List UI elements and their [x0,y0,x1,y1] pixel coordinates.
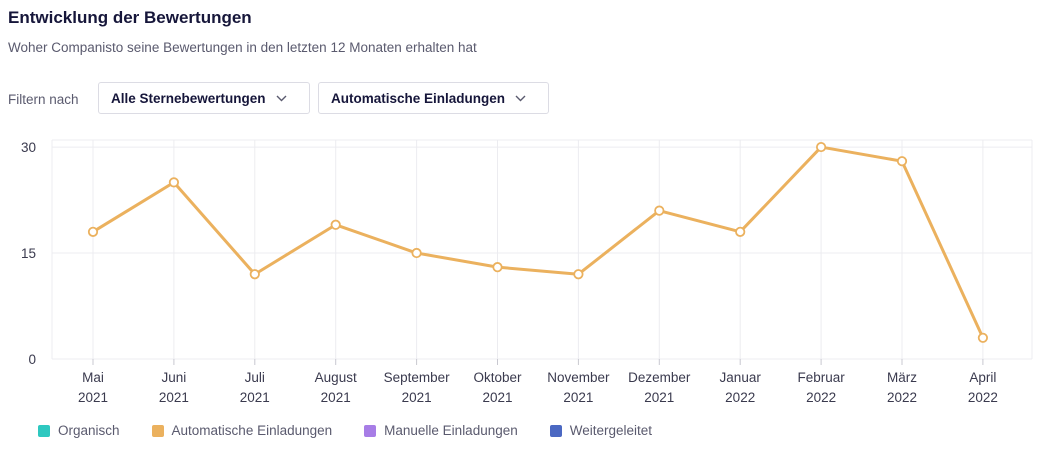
legend-swatch [38,424,50,437]
x-tick-label-month: Mai [82,370,104,385]
x-tick-label-year: 2022 [806,390,836,405]
x-tick-label-month: März [887,370,917,385]
legend-label: Automatische Einladungen [171,423,333,438]
data-point [573,269,584,280]
x-tick-label-year: 2022 [725,390,755,405]
chevron-down-icon [276,95,287,102]
page-subtitle: Woher Companisto seine Bewertungen in de… [8,40,477,55]
data-point [330,219,341,230]
series-line-automatische-einladungen [91,145,985,340]
star-rating-dropdown-label: Alle Sternebewertungen [111,90,266,106]
data-point [735,226,746,237]
data-point [411,247,422,259]
legend-swatch [549,424,562,437]
x-tick-label-month: Januar [720,370,762,385]
x-tick-label-year: 2021 [644,390,674,405]
x-tick-label-year: 2021 [563,390,593,405]
data-point [654,205,665,216]
legend-label: Organisch [58,423,120,438]
page-title: Entwicklung der Bewertungen [8,8,252,27]
x-tick-label-year: 2022 [968,390,998,405]
filter-label: Filtern nach [8,92,79,107]
star-rating-dropdown[interactable]: Alle Sternebewertungen [98,82,310,114]
x-tick-label-year: 2021 [402,390,432,405]
x-tick-label-month: September [384,370,451,385]
x-tick-label-month: Juli [245,370,265,385]
legend-swatch [364,424,377,437]
data-point [977,332,989,343]
data-point [815,141,827,153]
x-tick-label-year: 2021 [78,390,108,405]
x-tick-label-month: April [969,370,996,385]
data-point [168,177,179,188]
legend-label: Manuelle Einladungen [384,423,518,438]
x-tick-label-month: Februar [797,370,845,385]
invitation-source-dropdown[interactable]: Automatische Einladungen [318,82,549,114]
legend-label: Weitergeleitet [569,423,653,438]
legend-item[interactable]: Manuelle Einladungen [364,423,518,438]
x-tick-label-year: 2022 [887,390,917,405]
y-tick-label: 15 [21,246,36,261]
x-tick-label-month: Juni [162,370,187,385]
reviews-line-chart: 0 15 30 Mai 2021 Juni 2021 Juli 2021 August 2021 Se… [21,139,1033,405]
data-point [492,262,503,273]
legend-item[interactable]: Organisch [38,423,120,438]
legend-swatch [151,424,164,437]
invitation-source-dropdown-label: Automatische Einladungen [331,90,506,106]
x-tick-label-month: August [315,370,357,385]
x-tick-label-year: 2021 [482,390,512,405]
data-point [896,156,908,167]
data-point [249,269,260,280]
x-tick-label-month: Dezember [628,370,691,385]
x-tick-label-year: 2021 [321,390,351,405]
legend-item[interactable]: Weitergeleitet [549,423,653,438]
y-tick-label: 0 [28,352,36,367]
x-tick-label-month: November [547,370,610,385]
x-tick-label-year: 2021 [159,390,189,405]
x-tick-label-year: 2021 [240,390,270,405]
x-tick-label-month: Oktober [473,370,522,385]
chevron-down-icon [515,95,526,102]
data-point [87,226,99,237]
y-tick-label: 30 [21,140,36,155]
legend-item[interactable]: Automatische Einladungen [151,423,333,438]
chart-legend: Organisch Automatische Einladungen Manuell… [38,423,684,438]
